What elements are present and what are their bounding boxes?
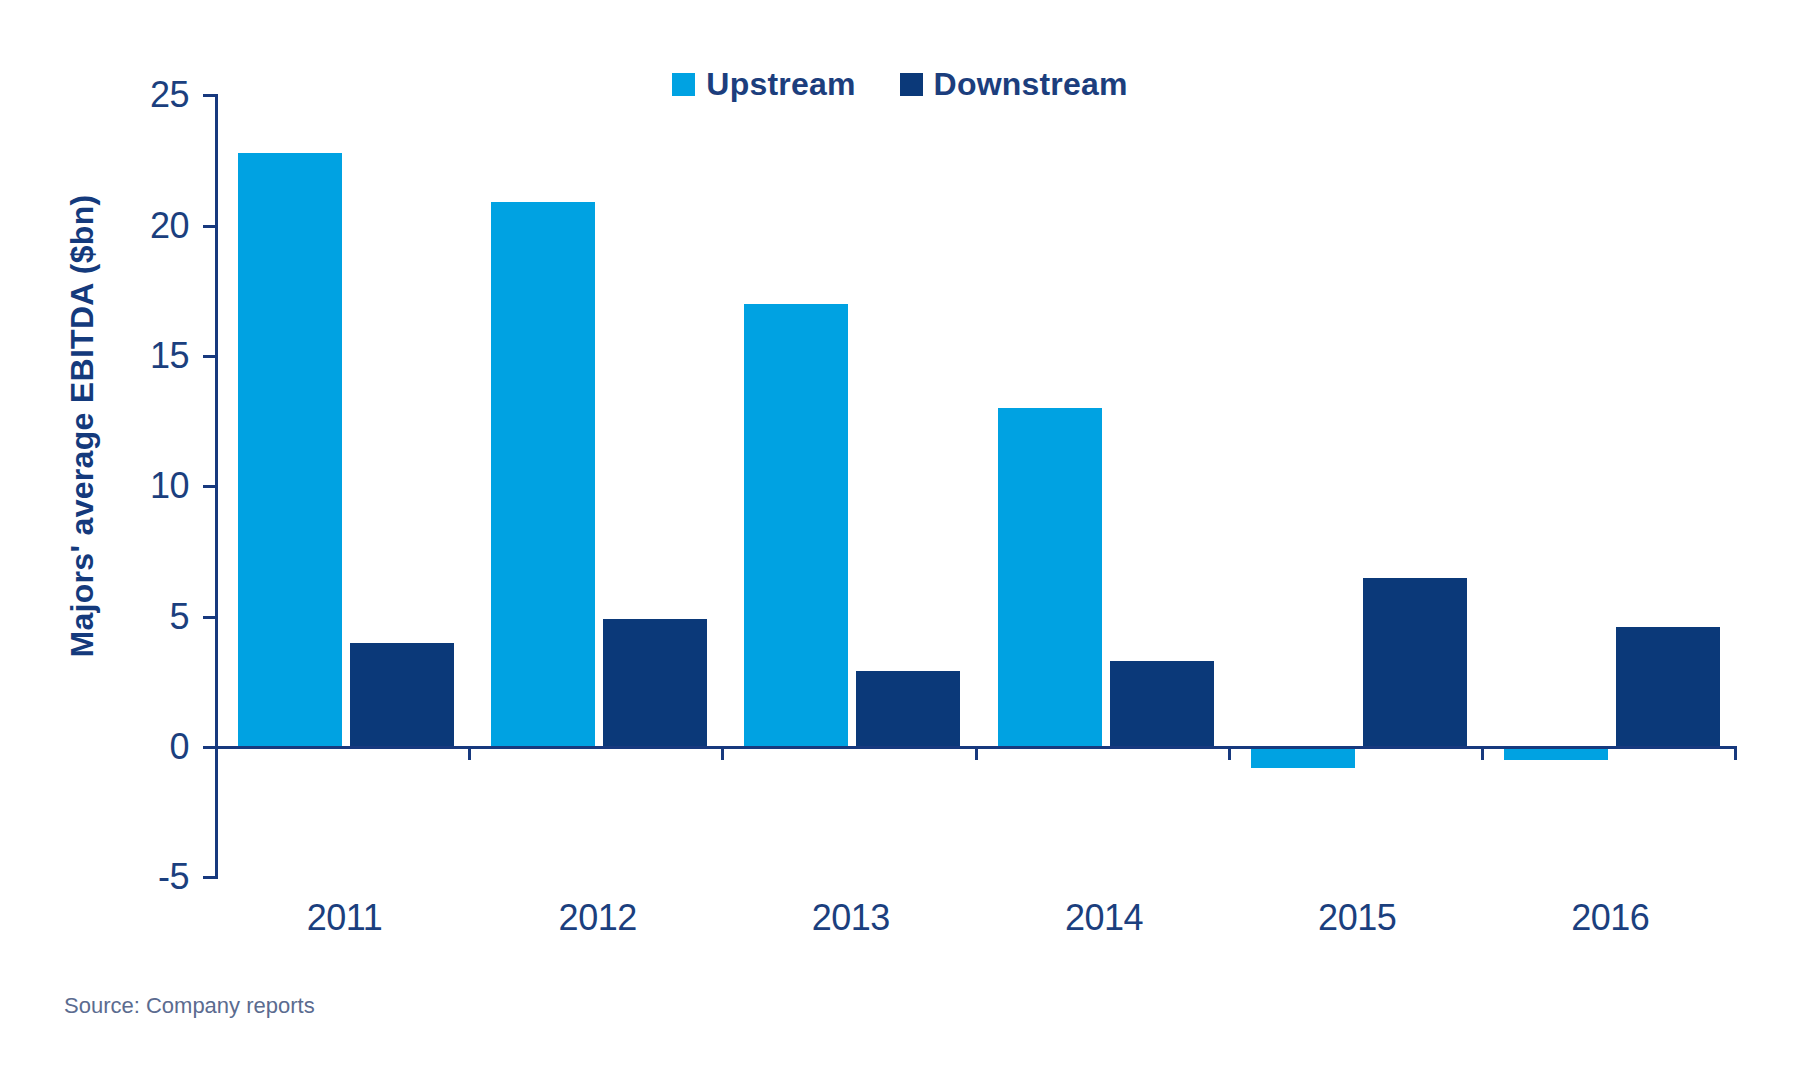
chart-canvas: Upstream Downstream Majors' average EBIT… bbox=[0, 0, 1800, 1080]
y-tick-label: 15 bbox=[79, 338, 189, 374]
source-note: Source: Company reports bbox=[64, 993, 315, 1019]
x-boundary-tick bbox=[468, 746, 471, 760]
x-tick-label-2011: 2011 bbox=[218, 898, 471, 938]
bar-downstream-2011 bbox=[350, 643, 454, 747]
y-tick bbox=[203, 225, 215, 228]
y-tick bbox=[203, 355, 215, 358]
x-tick-label-2013: 2013 bbox=[724, 898, 977, 938]
bar-downstream-2016 bbox=[1616, 627, 1720, 747]
y-tick-label: 0 bbox=[79, 729, 189, 765]
y-tick-label: 5 bbox=[79, 599, 189, 635]
x-tick-label-2015: 2015 bbox=[1231, 898, 1484, 938]
legend-item-upstream: Upstream bbox=[672, 66, 855, 103]
bar-upstream-2012 bbox=[491, 202, 595, 747]
x-boundary-tick bbox=[1734, 746, 1737, 760]
y-tick bbox=[203, 746, 215, 749]
legend-label-upstream: Upstream bbox=[706, 66, 855, 103]
legend-item-downstream: Downstream bbox=[900, 66, 1128, 103]
y-tick bbox=[203, 876, 215, 879]
bar-upstream-2013 bbox=[744, 304, 848, 747]
y-tick-label: 20 bbox=[79, 208, 189, 244]
y-tick bbox=[203, 616, 215, 619]
x-boundary-tick bbox=[975, 746, 978, 760]
upstream-swatch-icon bbox=[672, 73, 695, 96]
y-tick-label: -5 bbox=[79, 859, 189, 895]
x-boundary-tick bbox=[721, 746, 724, 760]
bar-downstream-2014 bbox=[1110, 661, 1214, 747]
y-axis-title: Majors' average EBITDA ($bn) bbox=[64, 195, 101, 658]
y-tick-label: 10 bbox=[79, 468, 189, 504]
x-boundary-tick bbox=[1481, 746, 1484, 760]
y-tick-label: 25 bbox=[79, 77, 189, 113]
x-tick-label-2012: 2012 bbox=[471, 898, 724, 938]
x-boundary-tick bbox=[1228, 746, 1231, 760]
bar-downstream-2015 bbox=[1363, 578, 1467, 747]
bar-downstream-2012 bbox=[603, 619, 707, 747]
y-tick bbox=[203, 485, 215, 488]
bar-downstream-2013 bbox=[856, 671, 960, 747]
bar-upstream-2015 bbox=[1251, 747, 1355, 768]
x-tick-label-2014: 2014 bbox=[978, 898, 1231, 938]
x-tick-label-2016: 2016 bbox=[1484, 898, 1737, 938]
downstream-swatch-icon bbox=[900, 73, 923, 96]
legend: Upstream Downstream bbox=[0, 66, 1800, 103]
y-axis-line bbox=[215, 94, 218, 879]
y-tick bbox=[203, 94, 215, 97]
bar-upstream-2011 bbox=[238, 153, 342, 747]
bar-upstream-2014 bbox=[998, 408, 1102, 747]
legend-label-downstream: Downstream bbox=[934, 66, 1128, 103]
